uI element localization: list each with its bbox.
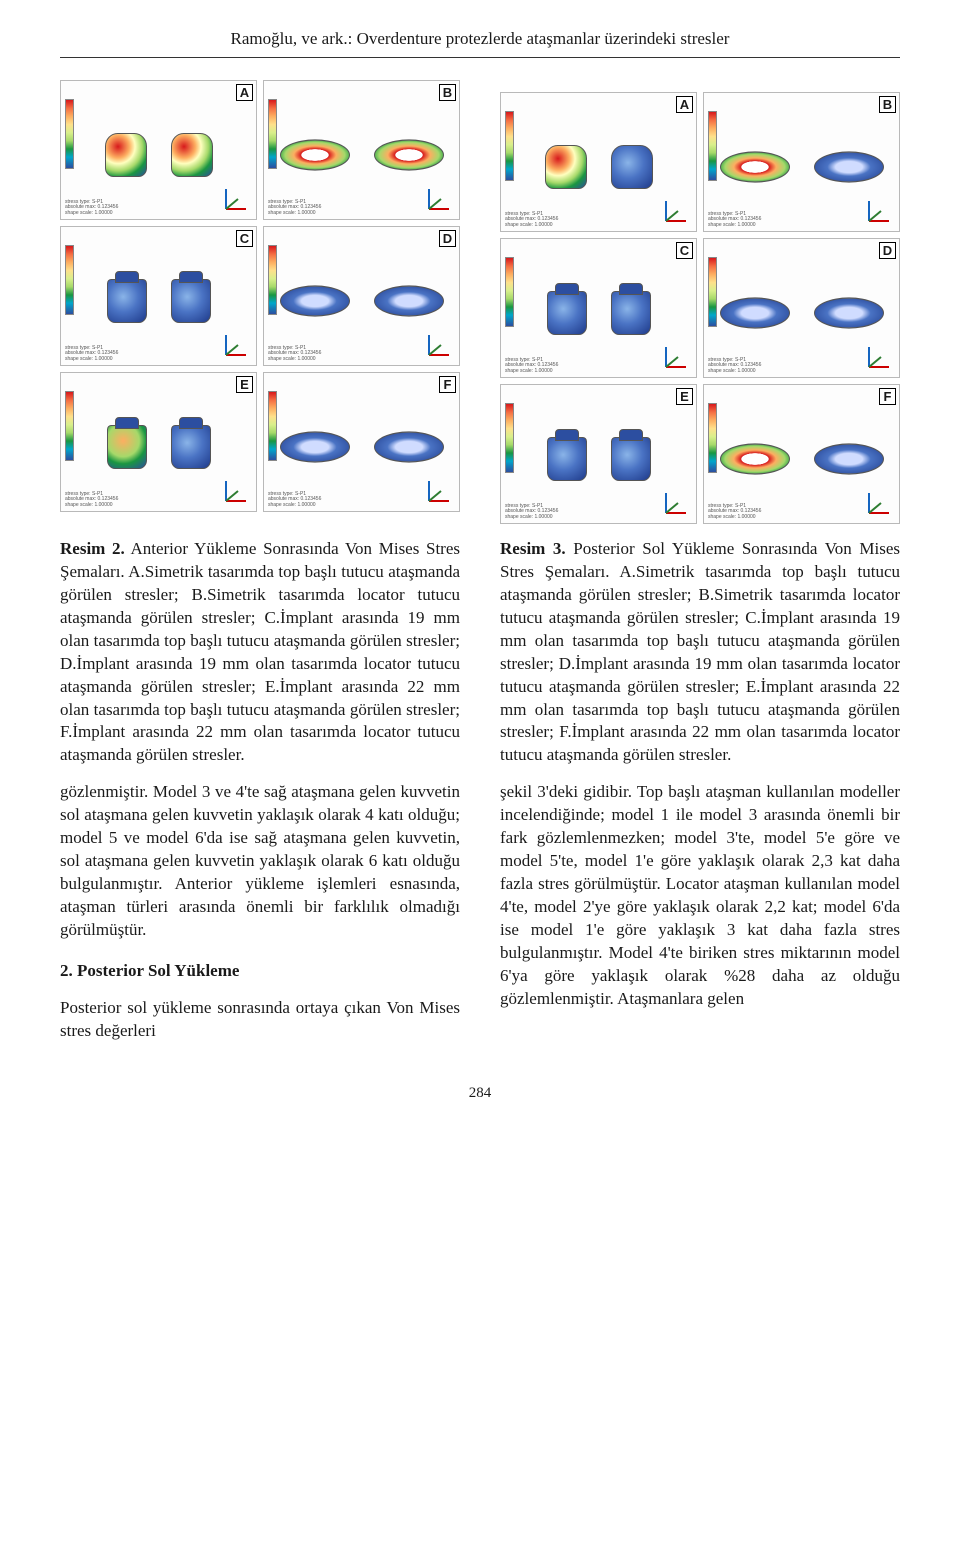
fea-locator-attachment [611, 291, 651, 335]
axis-triad-icon [662, 197, 690, 225]
right-text-column: Resim 3. Posterior Sol Yükleme Sonrasınd… [500, 538, 900, 1057]
fig2-panel-e: stress type: S-P1 absolute max: 0.123456… [60, 372, 257, 512]
fig3-panel-a: stress type: S-P1 absolute max: 0.123456… [500, 92, 697, 232]
fea-ring-attachment [814, 444, 884, 475]
panel-meta: stress type: S-P1 absolute max: 0.123456… [65, 200, 118, 216]
fea-ring-attachment [720, 298, 790, 329]
fea-ring-attachment [814, 152, 884, 183]
panel-label: B [439, 84, 456, 101]
fea-locator-attachment [171, 279, 211, 323]
panel-label: A [236, 84, 253, 101]
panel-label: E [236, 376, 253, 393]
panel-label: C [676, 242, 693, 259]
fea-locator-attachment [107, 425, 147, 469]
panel-meta: stress type: S-P1 absolute max: 0.123456… [708, 212, 761, 228]
caption-head: Resim 2. [60, 539, 125, 558]
axis-triad-icon [865, 197, 893, 225]
caption-body: Posterior Sol Yükleme Sonrasında Von Mis… [500, 539, 900, 764]
panel-meta: stress type: S-P1 absolute max: 0.123456… [65, 346, 118, 362]
section2-paragraph: Posterior sol yükleme sonrasında ortaya … [60, 997, 460, 1043]
fea-ball-attachment [611, 145, 653, 189]
left-text-column: Resim 2. Anterior Yükleme Sonrasında Von… [60, 538, 460, 1057]
axis-triad-icon [222, 331, 250, 359]
panel-label: A [676, 96, 693, 113]
fig3-panel-d: stress type: S-P1 absolute max: 0.123456… [703, 238, 900, 378]
fea-ball-attachment [105, 133, 147, 177]
fea-ring-attachment [720, 152, 790, 183]
axis-triad-icon [662, 489, 690, 517]
axis-triad-icon [425, 477, 453, 505]
fea-ring-attachment [720, 444, 790, 475]
axis-triad-icon [662, 343, 690, 371]
running-head: Ramoğlu, ve ark.: Overdenture protezlerd… [60, 28, 900, 51]
fea-locator-attachment [547, 437, 587, 481]
caption-body: Anterior Yükleme Sonrasında Von Mises St… [60, 539, 460, 764]
fea-locator-attachment [107, 279, 147, 323]
panel-label: D [879, 242, 896, 259]
panel-meta: stress type: S-P1 absolute max: 0.123456… [708, 504, 761, 520]
fig2-panel-b: stress type: S-P1 absolute max: 0.123456… [263, 80, 460, 220]
fea-locator-attachment [547, 291, 587, 335]
panel-label: C [236, 230, 253, 247]
fea-ring-attachment [814, 298, 884, 329]
fig2-panel-a: stress type: S-P1 absolute max: 0.123456… [60, 80, 257, 220]
panel-meta: stress type: S-P1 absolute max: 0.123456… [65, 492, 118, 508]
figure3-caption: Resim 3. Posterior Sol Yükleme Sonrasınd… [500, 538, 900, 767]
fea-ring-attachment [374, 432, 444, 463]
section2-heading: 2. Posterior Sol Yükleme [60, 960, 460, 983]
body-columns: Resim 2. Anterior Yükleme Sonrasında Von… [60, 538, 900, 1057]
right-body-paragraph: şekil 3'deki gidibir. Top başlı ataşman … [500, 781, 900, 1010]
fea-ball-attachment [171, 133, 213, 177]
fig3-panel-b: stress type: S-P1 absolute max: 0.123456… [703, 92, 900, 232]
fea-ring-attachment [374, 286, 444, 317]
axis-triad-icon [865, 343, 893, 371]
panel-label: B [879, 96, 896, 113]
caption-head: Resim 3. [500, 539, 566, 558]
fig3-panel-e: stress type: S-P1 absolute max: 0.123456… [500, 384, 697, 524]
fea-ring-attachment [374, 140, 444, 171]
figures-row: stress type: S-P1 absolute max: 0.123456… [60, 80, 900, 524]
fig3-panel-c: stress type: S-P1 absolute max: 0.123456… [500, 238, 697, 378]
fea-locator-attachment [611, 437, 651, 481]
panel-meta: stress type: S-P1 absolute max: 0.123456… [268, 492, 321, 508]
panel-label: E [676, 388, 693, 405]
panel-meta: stress type: S-P1 absolute max: 0.123456… [708, 358, 761, 374]
page-number: 284 [60, 1083, 900, 1103]
figure2-caption: Resim 2. Anterior Yükleme Sonrasında Von… [60, 538, 460, 767]
left-body-paragraph: gözlenmiştir. Model 3 ve 4'te sağ ataşma… [60, 781, 460, 942]
axis-triad-icon [865, 489, 893, 517]
fig3-panel-f: stress type: S-P1 absolute max: 0.123456… [703, 384, 900, 524]
panel-meta: stress type: S-P1 absolute max: 0.123456… [268, 200, 321, 216]
panel-label: F [879, 388, 896, 405]
fig2-panel-c: stress type: S-P1 absolute max: 0.123456… [60, 226, 257, 366]
fea-ring-attachment [280, 286, 350, 317]
axis-triad-icon [425, 331, 453, 359]
panel-label: F [439, 376, 456, 393]
fig2-panel-f: stress type: S-P1 absolute max: 0.123456… [263, 372, 460, 512]
panel-meta: stress type: S-P1 absolute max: 0.123456… [505, 212, 558, 228]
axis-triad-icon [222, 477, 250, 505]
fea-locator-attachment [171, 425, 211, 469]
header-rule [60, 57, 900, 58]
axis-triad-icon [425, 185, 453, 213]
panel-meta: stress type: S-P1 absolute max: 0.123456… [505, 358, 558, 374]
panel-label: D [439, 230, 456, 247]
figure2-grid: stress type: S-P1 absolute max: 0.123456… [60, 80, 460, 524]
figure3-grid: stress type: S-P1 absolute max: 0.123456… [500, 92, 900, 524]
fig2-panel-d: stress type: S-P1 absolute max: 0.123456… [263, 226, 460, 366]
fea-ball-attachment [545, 145, 587, 189]
panel-meta: stress type: S-P1 absolute max: 0.123456… [505, 504, 558, 520]
fea-ring-attachment [280, 140, 350, 171]
axis-triad-icon [222, 185, 250, 213]
panel-meta: stress type: S-P1 absolute max: 0.123456… [268, 346, 321, 362]
fea-ring-attachment [280, 432, 350, 463]
